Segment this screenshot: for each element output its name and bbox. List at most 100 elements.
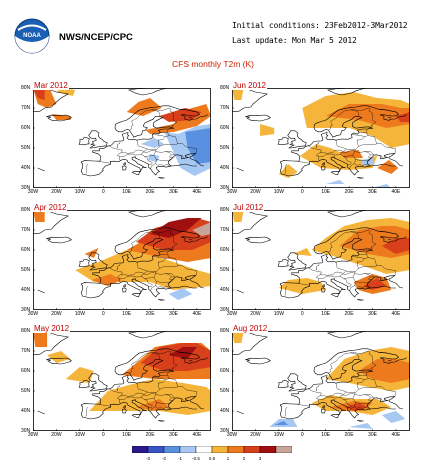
lon-label: 30E [169,189,178,195]
panel-title-may: May 2012 [33,324,71,333]
lon-label: 10E [122,311,132,317]
lon-label: 0 [101,189,105,195]
lat-label: 70N [21,348,31,354]
country-border [367,107,377,130]
country-border [297,404,310,407]
coastline [236,410,244,415]
country-border [349,285,355,291]
lat-label: 60N [220,368,230,374]
anomaly-region [325,180,345,184]
map-aug [232,331,410,431]
coastline [122,287,127,293]
lat-label: 80N [21,207,31,213]
country-border [152,134,166,137]
coastline [321,162,326,166]
lat-label: 30N [220,428,230,434]
lat-label: 30N [220,185,230,191]
colorbar-label: 3 [258,456,262,461]
country-border [330,109,359,127]
lat-label: 50N [21,145,31,151]
country-border [153,394,174,404]
country-border [168,350,178,373]
lat-label: 80N [220,207,230,213]
country-border [343,278,352,287]
lat-label: 30N [220,307,230,313]
country-border [352,273,373,283]
coastline [287,373,307,392]
anomaly-region [185,128,211,164]
map-panel-jun: Jun 2012 [232,81,410,188]
colorbar-swatch [275,446,292,453]
country-border [316,141,320,148]
colorbar-swatch [195,446,213,453]
country-border [316,384,320,391]
country-border [368,378,397,397]
country-border [165,151,176,156]
country-border [181,398,186,403]
lon-label: 40E [192,189,202,195]
anomaly-region [33,88,45,100]
coastline [127,88,167,96]
country-border [150,163,156,169]
map-frame [33,210,211,310]
lon-label: 10W [273,311,284,317]
colorbar-label: 0.5 [208,456,216,461]
coastline [37,410,45,415]
coastline [232,88,268,112]
coastline [78,380,90,389]
country-border [368,257,397,276]
country-border [297,161,310,164]
map-panel-jul: Jul 2012 [232,203,410,310]
colorbar-swatch [227,446,245,453]
country-border [155,281,169,288]
coastline [158,420,165,422]
country-border [350,350,369,354]
coastline [78,137,90,146]
colorbar-label: -1 [177,456,182,461]
lon-label: 20E [344,189,354,195]
coastline [326,331,366,339]
coastline [131,171,141,176]
country-border [284,406,288,417]
anomaly-region [299,144,378,170]
coastline [46,357,72,365]
panel-title-apr: Apr 2012 [33,203,68,212]
coastline [180,231,188,233]
lon-label: 40E [192,311,202,317]
anomaly-region [292,248,312,256]
lat-label: 70N [21,227,31,233]
map-panel-may: May 2012 [33,324,211,431]
lon-label: 30E [169,311,178,317]
country-border [330,352,359,370]
anomaly-region [278,278,326,294]
coastline [46,114,72,122]
anomaly-region [33,210,45,222]
lon-label: 10W [273,189,284,195]
country-border [131,109,160,127]
lon-label: 10E [321,189,331,195]
coastline [131,414,141,419]
country-border [85,285,89,296]
coastline [232,210,268,234]
anomaly-region [372,184,392,188]
country-border [144,278,153,287]
country-border [328,125,331,131]
lat-label: 80N [220,328,230,334]
anomaly-region [192,222,211,236]
coastline [245,114,271,122]
coastline [366,163,396,167]
country-border [357,371,369,384]
coastline [357,299,364,301]
coastline [188,238,193,241]
coastline [287,130,307,149]
country-border [155,159,169,166]
colorbar-swatch [147,446,165,453]
anomaly-region [349,423,373,429]
country-border [330,231,359,249]
coastline [188,116,193,119]
coastline [321,284,326,288]
map-frame [33,88,211,188]
country-border [354,402,368,409]
coastline [236,167,244,172]
coastline [167,163,197,167]
